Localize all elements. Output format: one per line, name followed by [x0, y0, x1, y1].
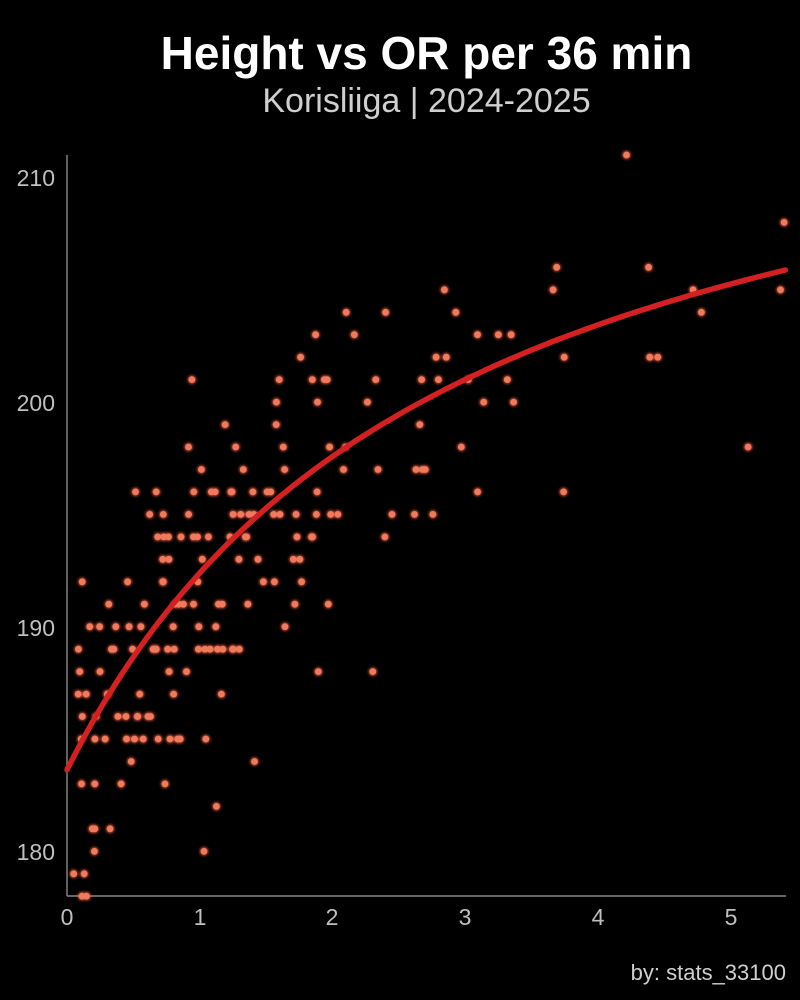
svg-text:5: 5: [725, 904, 738, 930]
svg-text:180: 180: [17, 839, 55, 865]
svg-text:3: 3: [459, 904, 472, 930]
svg-text:210: 210: [17, 165, 55, 191]
svg-text:200: 200: [17, 390, 55, 416]
svg-text:0: 0: [61, 904, 74, 930]
svg-text:1: 1: [194, 904, 207, 930]
svg-text:2: 2: [326, 904, 339, 930]
svg-text:4: 4: [592, 904, 605, 930]
svg-text:190: 190: [17, 615, 55, 641]
